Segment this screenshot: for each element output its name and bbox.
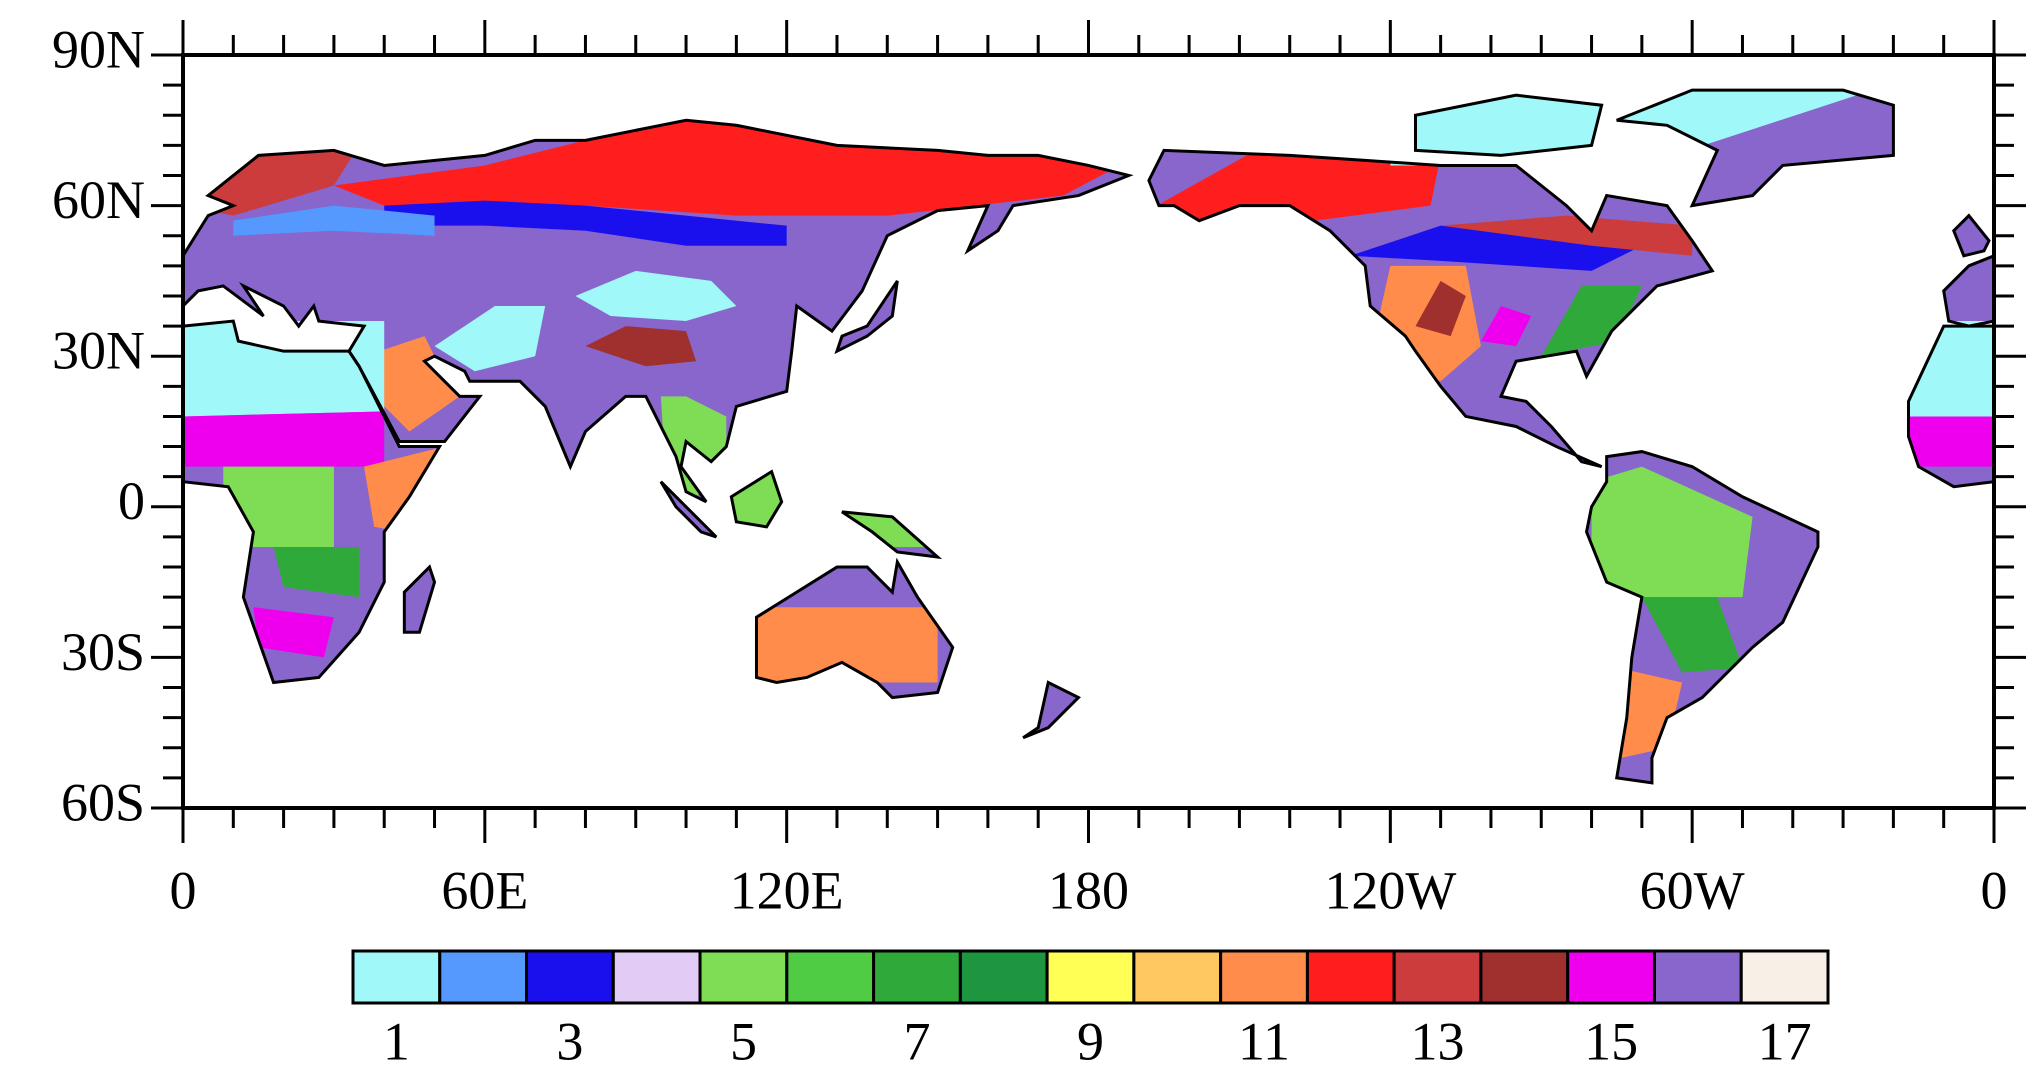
lon-tick-label: 120W <box>1324 860 1456 920</box>
colorbar-box <box>1045 949 1136 1005</box>
patch <box>1893 321 1995 417</box>
patch <box>1616 667 1683 758</box>
patch <box>1893 416 1995 467</box>
lat-tick-label: 90N <box>52 19 145 79</box>
colorbar-box <box>1652 949 1743 1005</box>
colorbar-label: 17 <box>1758 1011 1812 1071</box>
map <box>183 75 1994 783</box>
lat-tick-label: 0 <box>118 471 145 531</box>
patch <box>660 396 727 507</box>
colorbar-box <box>1305 949 1396 1005</box>
colorbar-box <box>785 949 876 1005</box>
colorbar-box <box>1479 949 1570 1005</box>
patch <box>1138 145 1441 226</box>
colorbar-box <box>872 949 962 1005</box>
land-cover <box>183 75 1995 758</box>
colorbar-box <box>1392 949 1483 1005</box>
colorbar-label: 15 <box>1584 1011 1638 1071</box>
colorbar-box <box>1219 949 1309 1005</box>
patch <box>1591 466 1753 598</box>
patch <box>384 200 787 246</box>
colorbar-label: 1 <box>383 1011 410 1071</box>
colorbar-box <box>1739 949 1830 1005</box>
patch <box>273 546 360 598</box>
patch <box>183 145 360 216</box>
patch <box>585 326 697 367</box>
lon-tick-label: 0 <box>170 860 197 920</box>
patch <box>333 115 1139 216</box>
patch <box>233 205 435 236</box>
patch <box>183 321 385 417</box>
colorbar-label: 5 <box>730 1011 757 1071</box>
patch <box>434 306 546 372</box>
colorbar-label: 9 <box>1077 1011 1104 1071</box>
lat-tick-label: 60N <box>52 170 145 230</box>
patch <box>1641 597 1743 673</box>
lat-tick-label: 30N <box>52 321 145 381</box>
patch <box>711 466 948 547</box>
colorbar-box <box>958 949 1049 1005</box>
colorbar-box <box>1132 949 1223 1005</box>
colorbar-label: 13 <box>1411 1011 1465 1071</box>
patch <box>364 446 445 532</box>
patch <box>575 270 737 322</box>
lon-tick-label: 180 <box>1048 860 1129 920</box>
lat-tick-label: 30S <box>61 622 145 682</box>
colorbar-box <box>525 949 615 1005</box>
patch <box>1390 75 1919 166</box>
lat-tick-label: 60S <box>61 772 145 832</box>
patch <box>1541 285 1642 357</box>
patch <box>364 336 460 432</box>
colorbar-box <box>351 949 442 1005</box>
lon-tick-label: 120E <box>730 860 844 920</box>
patch <box>253 607 334 658</box>
patch <box>183 411 385 467</box>
lon-tick-label: 60E <box>441 860 528 920</box>
colorbar-box <box>611 949 702 1005</box>
lon-tick-label: 60W <box>1640 860 1745 920</box>
patch <box>1480 306 1532 347</box>
colorbar-box <box>1566 949 1656 1005</box>
colorbar-box <box>698 949 789 1005</box>
colorbar-label: 7 <box>903 1011 930 1071</box>
colorbar-box <box>438 949 529 1005</box>
colorbar-label: 3 <box>556 1011 583 1071</box>
patch <box>736 607 938 683</box>
colorbar-label: 11 <box>1238 1011 1290 1071</box>
lon-tick-label: 0 <box>1981 860 2008 920</box>
patch <box>1415 280 1466 337</box>
patch <box>1440 215 1693 256</box>
